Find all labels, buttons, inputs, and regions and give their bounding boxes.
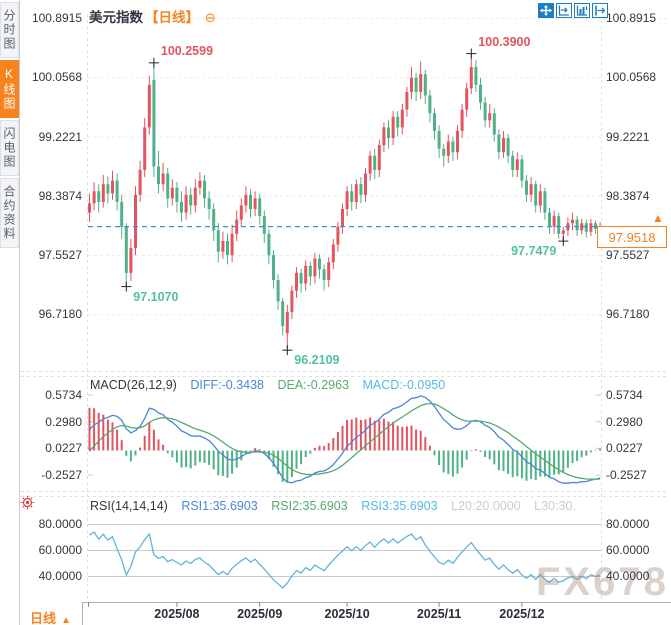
sidebar: 分时图 K线图 闪电图 合约资料 — [0, 0, 20, 625]
macd-axis-tick-right: -0.2527 — [606, 468, 647, 482]
rsi-axis-tick-right: 40.0000 — [606, 569, 650, 583]
sidebar-tab-kline[interactable]: K线图 — [0, 60, 19, 118]
period-selector-label: 日线 — [30, 611, 57, 625]
rsi-l30-label: L30:30. — [534, 499, 576, 513]
price-axis-tick-left: 100.8915 — [31, 11, 82, 25]
rsi3-value: RSI3:35.6903 — [361, 499, 438, 513]
rsi-axis-tick-left: 40.0000 — [38, 569, 82, 583]
macd-axis-tick-right: 0.2980 — [606, 414, 643, 429]
macd-axis-tick-left: 0.5734 — [45, 388, 82, 402]
price-annotation: 97.1070 — [133, 289, 179, 304]
period-tag: 【日线】 — [145, 10, 199, 25]
rsi-l20-label: L20:20.0000 — [451, 499, 521, 513]
price-axis-tick-left: 97.5527 — [38, 248, 82, 262]
price-axis-tick-left: 98.3874 — [38, 188, 82, 203]
x-axis-month-label: 2025/10 — [324, 607, 370, 621]
macd-diff-value: DIFF:-0.3438 — [190, 378, 264, 392]
macd-header: MACD(26,12,9) DIFF:-0.3438 DEA:-0.2963 M… — [90, 378, 445, 392]
macd-axis-tick-left: 0.2980 — [45, 414, 82, 429]
x-axis-month-label: 2025/11 — [416, 607, 462, 621]
chart-toolbar — [538, 3, 608, 18]
macd-params-label: MACD(26,12,9) — [90, 378, 177, 392]
rsi-axis-tick-right: 60.0000 — [606, 543, 650, 557]
price-axis-tick-right: 96.7180 — [606, 307, 650, 322]
price-axis-tick-left: 99.2221 — [38, 129, 82, 144]
rsi-axis-tick-left: 60.0000 — [38, 543, 82, 557]
macd-axis-tick-right: 0.0227 — [606, 441, 643, 456]
price-axis-tick-right: 99.2221 — [606, 129, 650, 144]
rsi-axis-tick-right: 80.0000 — [606, 517, 650, 531]
instrument-title: 美元指数 — [89, 10, 143, 25]
period-selector[interactable]: 日线 ▲ — [30, 608, 71, 625]
rsi-axis-tick-left: 80.0000 — [38, 517, 82, 531]
rsi1-value: RSI1:35.6903 — [181, 499, 258, 513]
last-price-axis-tag: 97.9518 — [597, 226, 667, 248]
collapse-icon[interactable]: ⊖ — [204, 10, 216, 25]
move-chart-icon[interactable] — [538, 3, 554, 18]
rsi-header: RSI(14,14,14) RSI1:35.6903 RSI2:35.6903 … — [90, 499, 576, 513]
zoom-horizontal-icon[interactable] — [556, 3, 572, 18]
macd-axis-tick-right: 0.5734 — [606, 388, 643, 402]
macd-axis-tick-left: 0.0227 — [45, 441, 82, 456]
price-annotation: 100.2599 — [160, 43, 214, 58]
shift-chart-icon[interactable] — [592, 3, 608, 18]
price-axis-tick-right: 100.0568 — [606, 70, 657, 85]
period-expand-arrow-icon: ▲ — [61, 615, 71, 625]
price-axis-tick-left: 100.0568 — [31, 70, 82, 85]
price-annotation: 96.2109 — [294, 353, 340, 368]
price-up-arrow-icon: ▲ — [652, 211, 664, 225]
price-axis-tick-right: 97.5527 — [606, 248, 650, 262]
indicator-settings-icon[interactable] — [20, 495, 35, 510]
price-axis-tick-right: 100.8915 — [606, 11, 657, 25]
watermark-logo: FX678 — [536, 560, 669, 604]
rsi2-value: RSI2:35.6903 — [271, 499, 348, 513]
price-annotation: 97.7479 — [511, 244, 557, 259]
price-annotation: 100.3900 — [478, 34, 531, 49]
macd-dea-value: DEA:-0.2963 — [277, 378, 350, 392]
sidebar-tab-lightning[interactable]: 闪电图 — [0, 120, 19, 176]
x-axis-month-label: 2025/08 — [154, 607, 200, 621]
x-axis-month-label: 2025/12 — [499, 607, 545, 621]
zoom-vertical-icon[interactable] — [574, 3, 590, 18]
macd-value: MACD:-0.0950 — [362, 378, 446, 392]
x-axis-month-label: 2025/09 — [237, 607, 283, 621]
macd-axis-tick-left: -0.2527 — [41, 468, 82, 482]
price-axis-tick-left: 96.7180 — [38, 307, 82, 322]
sidebar-tab-timeshare[interactable]: 分时图 — [0, 2, 19, 58]
chart-title-row: 美元指数 【日线】 ⊖ — [89, 6, 216, 26]
price-axis-tick-right: 98.3874 — [606, 188, 650, 203]
rsi-params-label: RSI(14,14,14) — [90, 499, 168, 513]
sidebar-tab-contract-info[interactable]: 合约资料 — [0, 178, 19, 248]
